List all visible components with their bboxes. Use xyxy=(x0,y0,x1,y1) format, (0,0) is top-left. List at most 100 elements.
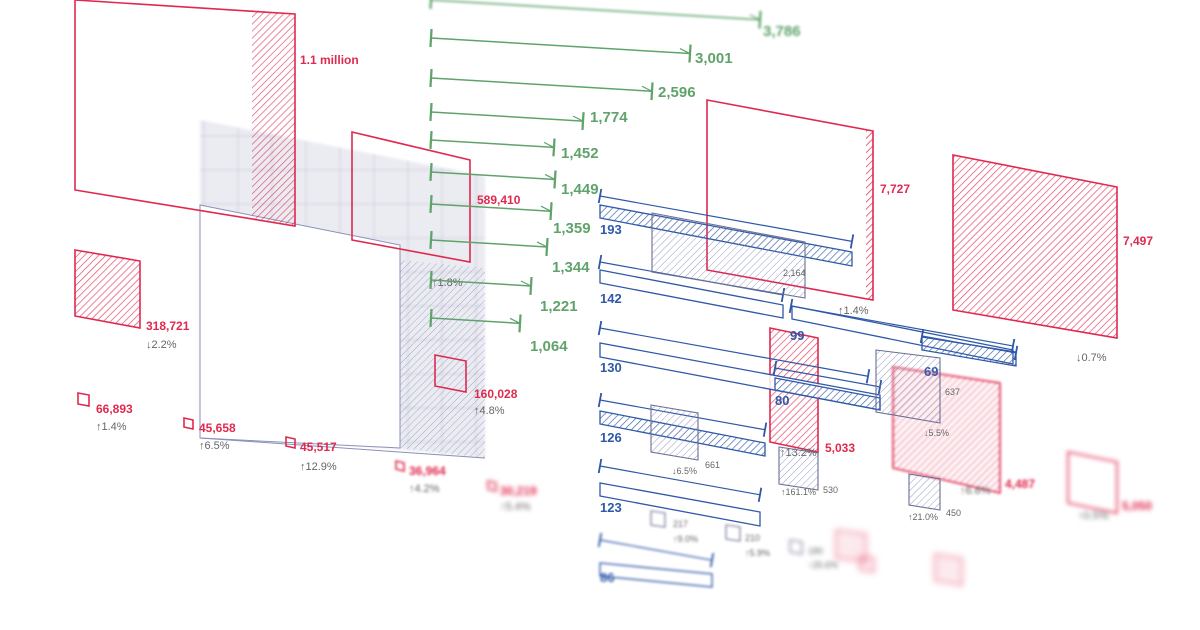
red-square-shape xyxy=(488,481,496,491)
green-value-label: 1,064 xyxy=(530,338,568,355)
red-square-shape xyxy=(435,355,466,392)
blue-value-label: 123 xyxy=(600,500,622,515)
red-value-label: 318,721 xyxy=(146,319,190,333)
green-value-label: 3,001 xyxy=(695,50,733,67)
blue-bar-shape xyxy=(600,563,712,587)
red-square: 66,893 ↑1.4% xyxy=(78,393,133,433)
red-value-label: 4,487 xyxy=(1005,477,1035,491)
small-square-shape xyxy=(651,511,665,527)
small-change-label: ↓6.5% xyxy=(672,466,697,476)
red-square-shape xyxy=(1068,452,1117,513)
red-square: 45,517 ↑12.9% xyxy=(286,437,337,473)
green-value-label: 1,774 xyxy=(590,109,628,126)
small-value-label: 637 xyxy=(945,387,960,397)
blue-value-label: 193 xyxy=(600,222,622,237)
green-value-label: 3,786 xyxy=(763,23,801,40)
blue-value-label: 86 xyxy=(600,570,614,585)
green-value-label: 1,449 xyxy=(561,181,599,198)
red-value-label: 589,410 xyxy=(477,193,521,207)
red-change-label: ↑6.5% xyxy=(199,440,230,452)
small-value-label: 530 xyxy=(823,485,838,495)
red-change-label: ↑1.8% xyxy=(432,277,463,289)
small-value-label: 217 xyxy=(673,519,688,529)
green-value-label: 2,596 xyxy=(658,84,696,101)
red-change-label: ↑0.5% xyxy=(1078,510,1109,522)
blue-value-label: 130 xyxy=(600,360,622,375)
red-change-label: ↑12.9% xyxy=(300,461,337,473)
green-value-label: 1,359 xyxy=(553,220,591,237)
red-value-label: 1.1 million xyxy=(300,53,359,67)
red-value-label: 36,964 xyxy=(409,464,446,478)
small-change-label: ↑5.9% xyxy=(745,548,770,558)
red-value-label: 30,219 xyxy=(500,484,537,498)
red-change-label: ↑4.2% xyxy=(409,483,440,495)
red-value-label: 66,893 xyxy=(96,402,133,416)
red-square-shape xyxy=(953,155,1117,338)
red-value-label: 5,050 xyxy=(1122,499,1152,513)
green-arrow: 2,596 xyxy=(431,78,696,101)
small-change-label: ↑9.0% xyxy=(673,534,698,544)
red-change-label: ↓2.2% xyxy=(146,339,177,351)
faint-red-square xyxy=(935,554,962,585)
red-change-label: ↑1.4% xyxy=(96,421,127,433)
green-arrow-line xyxy=(431,78,652,91)
small-square: 210 ↑5.9% xyxy=(726,525,770,558)
green-arrow: 1,774 xyxy=(431,109,628,126)
red-square: 30,219 ↑5.4% xyxy=(488,481,537,513)
small-square: 217 ↑9.0% xyxy=(651,511,698,544)
small-change-label: ↑25.6% xyxy=(808,560,838,570)
blue-bar: 86 xyxy=(600,540,712,587)
red-square: 5,050 ↑0.5% xyxy=(1068,452,1152,522)
red-square: 36,964 ↑4.2% xyxy=(396,461,446,495)
small-change-label: ↓5.5% xyxy=(924,428,949,438)
red-square-shape xyxy=(184,418,193,429)
green-arrow: 3,001 xyxy=(431,38,733,67)
blue-value-label: 80 xyxy=(775,393,789,408)
faint-red-square xyxy=(860,556,874,572)
red-value-label: 7,497 xyxy=(1123,234,1153,248)
small-square-shape xyxy=(726,525,740,541)
small-square-shape xyxy=(790,540,802,554)
small-change-label: ↑161.1% xyxy=(781,487,816,497)
red-square-shape xyxy=(352,132,470,262)
red-change-label: ↑4.8% xyxy=(474,405,505,417)
blue-value-label: 99 xyxy=(790,328,804,343)
green-arrow-line xyxy=(431,112,583,121)
red-square: 7,497 ↓0.7% xyxy=(953,155,1153,364)
red-change-label: ↓0.7% xyxy=(1076,352,1107,364)
small-square-shape xyxy=(651,405,698,460)
small-value-label: 180 xyxy=(808,546,823,556)
red-change-label: ↑5.4% xyxy=(500,501,531,513)
red-change-label: ↑6.6% xyxy=(960,485,991,497)
green-arrow-line xyxy=(431,140,554,147)
red-square-shape xyxy=(75,250,140,328)
red-square-side xyxy=(252,10,295,226)
small-square-shape xyxy=(876,350,940,423)
small-square: 180 ↑25.6% xyxy=(790,540,838,570)
small-value-label: 210 xyxy=(745,533,760,543)
red-value-label: 45,517 xyxy=(300,440,337,454)
red-value-label: 160,028 xyxy=(474,387,518,401)
red-square-side xyxy=(866,130,873,300)
green-arrow-line xyxy=(431,38,690,54)
small-square-shape xyxy=(909,474,940,510)
red-square-shape xyxy=(396,461,404,471)
faint-red-squares xyxy=(836,530,962,585)
small-square-shape xyxy=(779,447,818,490)
green-arrow-line xyxy=(431,0,760,20)
blue-value-label: 126 xyxy=(600,430,622,445)
small-value-label: 450 xyxy=(946,508,961,518)
red-value-label: 5,033 xyxy=(825,441,855,455)
small-change-label: ↑21.0% xyxy=(908,512,938,522)
green-value-label: 1,221 xyxy=(540,298,578,315)
red-value-label: 7,727 xyxy=(880,182,910,196)
red-square-shape xyxy=(78,393,89,406)
green-value-label: 1,344 xyxy=(552,259,590,276)
red-square: 318,721 ↓2.2% xyxy=(75,250,190,351)
blue-value-label: 142 xyxy=(600,291,622,306)
red-square-shape xyxy=(286,437,295,448)
red-value-label: 45,658 xyxy=(199,421,236,435)
green-value-label: 1,452 xyxy=(561,145,599,162)
small-value-label: 661 xyxy=(705,460,720,470)
